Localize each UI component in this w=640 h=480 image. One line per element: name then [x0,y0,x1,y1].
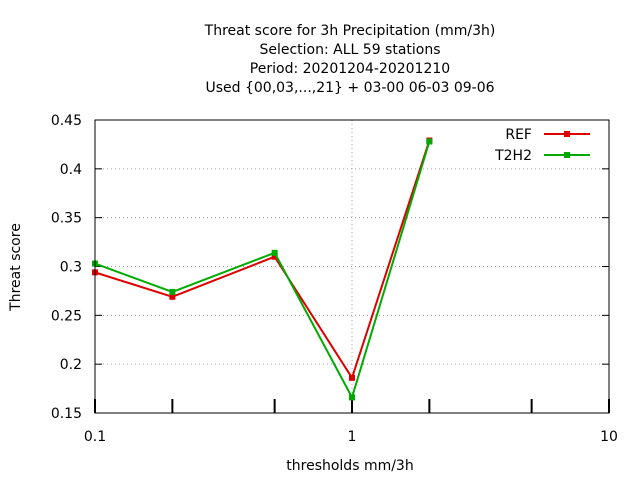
data-series [92,137,433,401]
data-point-ref [169,293,176,300]
y-tick-label: 0.2 [60,357,82,373]
y-tick-label: 0.4 [60,162,82,178]
y-tick-label: 0.45 [51,113,82,129]
legend-swatch-marker [564,131,570,137]
x-axis-label: thresholds mm/3h [286,458,413,474]
data-point-t2h2 [169,288,176,295]
plot-area-frame [94,119,610,414]
legend-label: T2H2 [494,148,532,164]
y-tick-label: 0.35 [51,211,82,227]
title-line: Selection: ALL 59 stations [259,42,440,58]
data-point-t2h2 [349,394,355,401]
series-line-t2h2 [94,141,431,399]
y-tick-label: 0.25 [51,308,82,324]
y-tick-label: 0.15 [51,406,82,422]
title-line: Threat score for 3h Precipitation (mm/3h… [204,23,496,39]
title-line: Period: 20201204-20201210 [250,61,450,77]
chart-title: Threat score for 3h Precipitation (mm/3h… [204,23,496,96]
data-point-ref [349,374,355,381]
legend-label: REF [505,127,532,143]
x-tick-label: 10 [600,429,618,445]
data-point-t2h2 [426,138,433,145]
data-point-t2h2 [271,249,278,256]
data-point-ref [271,253,278,260]
legend: REF T2H2 [494,127,590,164]
y-tick-labels: 0.15 0.2 0.25 0.3 0.35 0.4 0.45 [51,113,82,422]
x-tick-label: 0.1 [84,429,106,445]
series-line-ref [94,140,431,379]
grid-lines [95,120,609,413]
y-tick-label: 0.3 [60,260,82,276]
legend-swatch-marker [564,152,570,158]
title-line: Used {00,03,...,21} + 03-00 06-03 09-06 [205,80,494,96]
x-tick-label: 1 [348,429,357,445]
x-tick-labels: 0.1 1 10 [84,429,618,445]
y-axis-label: Threat score [8,223,24,312]
